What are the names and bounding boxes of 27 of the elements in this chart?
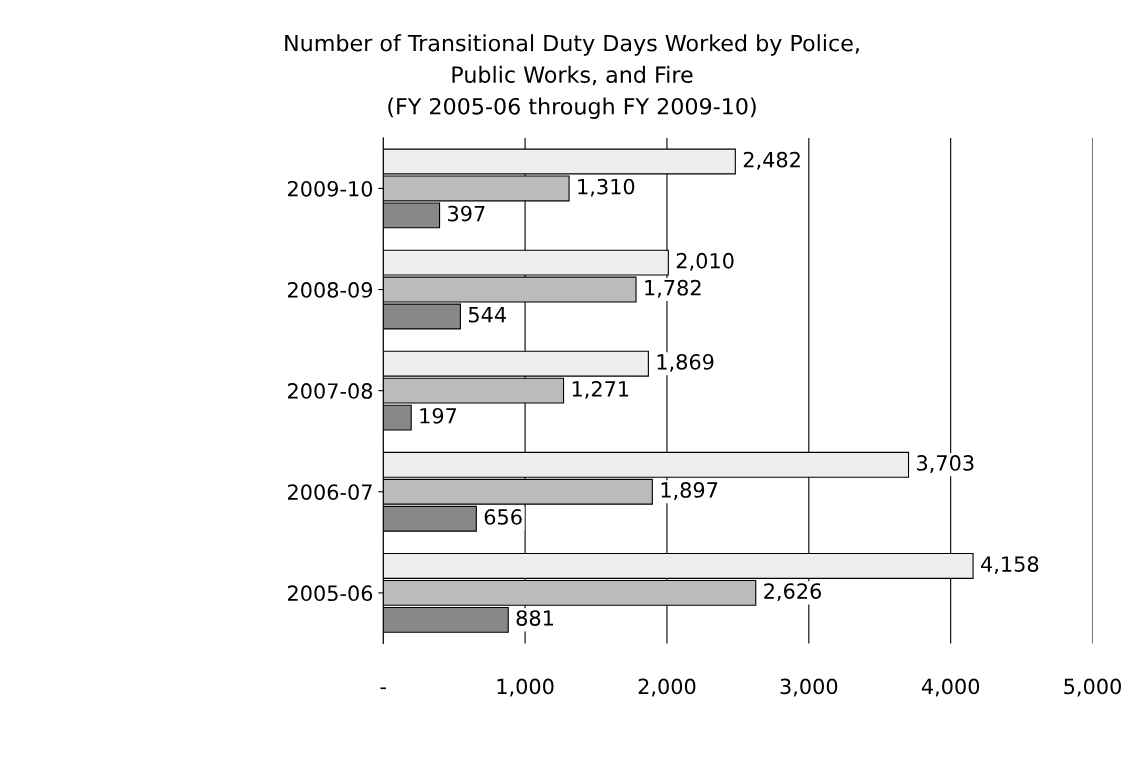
data-label: 3,703	[917, 455, 974, 473]
data-label: 2,010	[676, 252, 734, 271]
data-label: 881	[516, 610, 553, 626]
data-label: 397	[448, 205, 485, 222]
x-tick-label: 5,000	[1064, 678, 1121, 697]
data-label: 2,626	[764, 583, 822, 602]
data-label: 1,869	[657, 353, 714, 372]
y-tick-label: 2005-06	[288, 585, 373, 602]
x-tick-label: 1,000	[497, 678, 554, 697]
data-label: 197	[420, 407, 457, 424]
data-label: 1,271	[572, 380, 629, 399]
data-label: 1,897	[661, 482, 718, 500]
y-tick-label: 2006-07	[288, 484, 372, 500]
y-tick-label: 2008-09	[288, 282, 373, 298]
y-tick-label: 2007-08	[288, 383, 373, 399]
data-label: 656	[484, 509, 522, 525]
y-tick-label: 2009-10	[288, 180, 373, 197]
x-tick-label: 3,000	[780, 678, 838, 697]
data-label: 1,310	[578, 178, 635, 197]
chart-title: Number of Transitional Duty Days Worked by Police, Public Works, and Fire (FY 2005-06 through FY 2009-10)	[285, 34, 859, 119]
data-label: 1,782	[645, 279, 701, 298]
x-tick-label: 2,000	[638, 678, 696, 697]
data-label: 4,158	[981, 556, 1039, 575]
data-label: 2,482	[743, 151, 800, 170]
x-tick-label: 4,000	[921, 678, 980, 697]
x-tick-label: -	[380, 687, 386, 690]
data-label: 544	[468, 307, 506, 323]
